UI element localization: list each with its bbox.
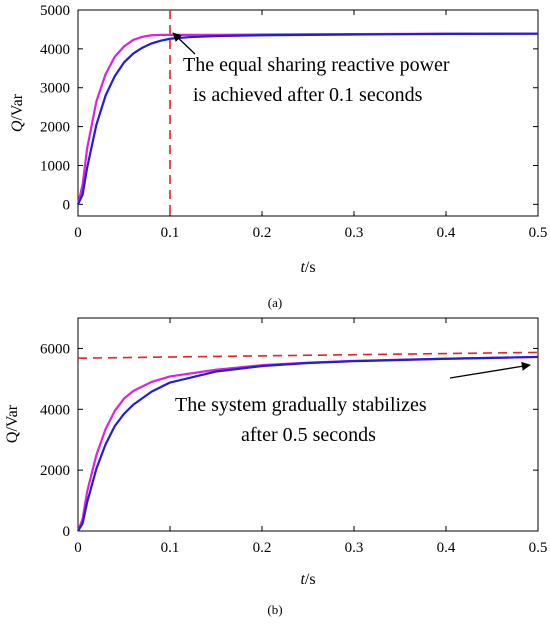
x-tick-label: 0.3 — [345, 540, 364, 556]
x-tick-label: 0 — [74, 225, 82, 241]
panel-caption-b: (b) — [267, 602, 282, 617]
y-tick-label: 4000 — [40, 402, 70, 418]
x-tick-label: 0.3 — [345, 225, 364, 241]
plot-frame-a — [77, 9, 539, 217]
series-line-blue — [77, 355, 539, 532]
plot-frame-b — [77, 317, 539, 532]
x-axis-label-a: t/s — [300, 259, 315, 276]
y-tick-label: 3000 — [40, 81, 70, 97]
y-tick-label: 6000 — [40, 341, 70, 357]
y-tick-label: 1000 — [40, 158, 70, 174]
x-tick-label: 0.2 — [253, 225, 272, 241]
reference-dashed-line — [77, 351, 539, 359]
y-tick-label: 2000 — [40, 120, 70, 136]
annotation-b-line2: after 0.5 seconds — [241, 424, 376, 446]
annotation-a-line2: is achieved after 0.1 seconds — [193, 84, 423, 106]
series-b — [76, 355, 539, 532]
x-tick-label: 0.4 — [437, 225, 456, 241]
x-tick-label: 0 — [74, 540, 82, 556]
annotation-arrow-b — [449, 361, 531, 379]
y-tick-label: 5000 — [40, 3, 70, 19]
x-axis-label-b: t/s — [300, 571, 315, 588]
y-tick-label: 2000 — [40, 463, 70, 479]
series-line-blue — [77, 32, 539, 205]
series-a — [76, 32, 539, 205]
annotation-arrow-a — [172, 32, 196, 55]
x-tick-label: 0.5 — [529, 540, 548, 556]
x-tick-label: 0.1 — [161, 225, 180, 241]
y-tick-label: 0 — [63, 197, 71, 213]
y-ticks-a: 0 1000 2000 3000 4000 5000 — [40, 3, 538, 213]
panel-caption-a: (a) — [268, 295, 282, 310]
annotation-a-line1: The equal sharing reactive power — [183, 54, 450, 76]
annotation-b-line1: The system gradually stabilizes — [175, 394, 427, 416]
x-tick-label: 0.5 — [529, 225, 548, 241]
y-ticks-b: 0 2000 4000 6000 — [40, 341, 538, 540]
y-axis-label-b: Q/Var — [4, 404, 21, 443]
ref-lines-b — [77, 351, 539, 359]
y-tick-label: 0 — [63, 524, 71, 540]
x-tick-label: 0.2 — [253, 540, 272, 556]
y-tick-label: 4000 — [40, 42, 70, 58]
x-tick-label: 0.4 — [437, 540, 456, 556]
chart-panel-a: 0 1000 2000 3000 4000 5000 0 0.1 0.2 0.3 0.4 0.5 Q… — [9, 3, 547, 310]
x-tick-label: 0.1 — [161, 540, 180, 556]
x-ticks-a: 0 0.1 0.2 0.3 0.4 0.5 — [74, 10, 547, 241]
y-axis-label-a: Q/Var — [9, 93, 26, 132]
x-ticks-b: 0 0.1 0.2 0.3 0.4 0.5 — [74, 318, 547, 556]
chart-panel-b: 0 2000 4000 6000 0 0.1 0.2 0.3 0.4 0.5 Q/Var t/s… — [4, 317, 547, 617]
